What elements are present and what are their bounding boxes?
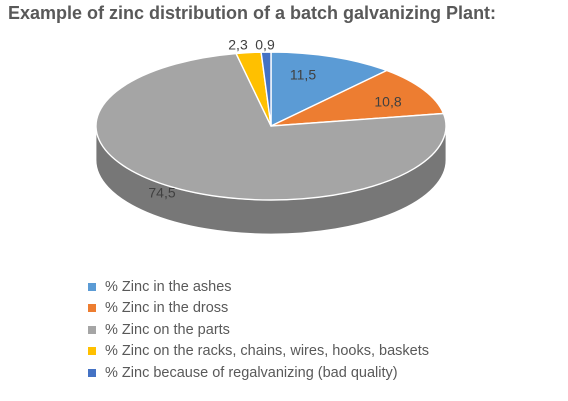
pie-top-group bbox=[95, 51, 447, 201]
data-label-2: 10,8 bbox=[374, 94, 401, 110]
legend-swatch-5 bbox=[88, 368, 96, 377]
pie-slice-5 bbox=[260, 51, 272, 127]
legend-item-5: % Zinc because of regalvanizing (bad qua… bbox=[88, 362, 429, 384]
legend-item-2: % Zinc in the dross bbox=[88, 298, 429, 320]
legend-label-2: % Zinc in the dross bbox=[105, 300, 229, 317]
legend-label-3: % Zinc on the parts bbox=[105, 321, 230, 338]
data-label-group: 11,5 10,8 74,5 2,3 0,9 bbox=[148, 37, 401, 201]
legend-label-1: % Zinc in the ashes bbox=[105, 278, 232, 295]
legend-swatch-2 bbox=[88, 304, 96, 313]
legend-label-5: % Zinc because of regalvanizing (bad qua… bbox=[105, 364, 398, 381]
legend-label-4: % Zinc on the racks, chains, wires, hook… bbox=[105, 343, 429, 360]
legend-swatch-1 bbox=[88, 282, 96, 291]
pie-chart: 11,5 10,8 74,5 2,3 0,9 bbox=[95, 37, 447, 235]
pie-slice-3 bbox=[95, 52, 447, 201]
chart-title: Example of zinc distribution of a batch … bbox=[8, 3, 497, 23]
data-label-3: 74,5 bbox=[148, 185, 175, 201]
legend-item-4: % Zinc on the racks, chains, wires, hook… bbox=[88, 341, 429, 363]
legend-item-1: % Zinc in the ashes bbox=[88, 276, 429, 298]
legend-swatch-4 bbox=[88, 347, 96, 356]
pie-slice-1 bbox=[270, 51, 388, 127]
legend-item-3: % Zinc on the parts bbox=[88, 319, 429, 341]
data-label-4: 2,3 bbox=[228, 37, 248, 53]
chart-legend: % Zinc in the ashes % Zinc in the dross % … bbox=[88, 276, 429, 384]
pie-slice-2 bbox=[270, 69, 445, 127]
data-label-5: 0,9 bbox=[255, 37, 275, 53]
data-label-1: 11,5 bbox=[290, 67, 316, 83]
legend-swatch-3 bbox=[88, 325, 96, 334]
